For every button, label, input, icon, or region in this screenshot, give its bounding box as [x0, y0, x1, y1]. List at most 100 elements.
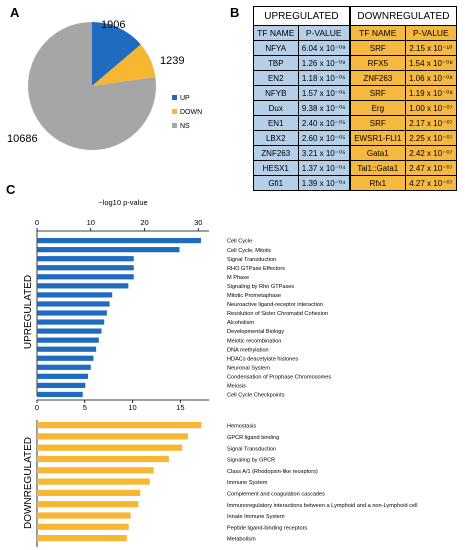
- bar: [37, 501, 139, 508]
- bar: [37, 355, 94, 361]
- bar-category-label: Neuroactive ligand-receptor interaction: [227, 302, 323, 308]
- legend-swatch-down: [172, 109, 177, 114]
- bar: [37, 238, 201, 244]
- legend-label: UP: [180, 95, 190, 102]
- bar: [37, 382, 86, 388]
- x-tick-label: 10: [87, 218, 95, 227]
- legend-swatch-up: [172, 95, 177, 100]
- down-tf-name: EWSR1-FLI1: [348, 130, 406, 146]
- bar: [37, 455, 169, 463]
- bar-category-label: Complement and coagulation cascades: [227, 492, 325, 498]
- tf-table: UPREGULATED DOWNREGULATED TF NAME P-VALU…: [252, 6, 458, 191]
- bar: [37, 422, 202, 429]
- bar: [37, 364, 91, 370]
- downregulated-group-label: DOWNREGULATED: [23, 437, 34, 529]
- panel-label-b: B: [230, 5, 240, 20]
- down-p-value: 1.06 x 10⁻⁰⁸: [404, 70, 458, 86]
- x-tick-label: 0: [35, 403, 39, 412]
- bar: [37, 391, 83, 398]
- x-tick-label: 10: [128, 403, 136, 412]
- up-tf-name: Gfi1: [253, 175, 299, 191]
- bar-category-label: Innate Immune System: [227, 514, 285, 520]
- pie-value-label: 10686: [7, 133, 38, 145]
- bar-category-label: Alcoholism: [227, 320, 254, 326]
- bar: [37, 373, 89, 379]
- bar-category-label: Signaling by Rho GTPases: [227, 284, 294, 290]
- down-p-value: 2.47 x 10⁻⁰⁷: [404, 160, 458, 176]
- down-tf-name: Gata1: [348, 145, 406, 161]
- table-row: Dux 9.38 x 10⁻⁰⁶ Erg 1.00 x 10⁻⁰⁷: [253, 100, 458, 116]
- bar: [37, 489, 141, 496]
- bar: [37, 283, 129, 289]
- bar-category-label: Neuronal System: [227, 365, 270, 371]
- table-row: EN2 1.18 x 10⁻⁰⁶ ZNF263 1.06 x 10⁻⁰⁸: [253, 70, 458, 86]
- bar: [37, 328, 102, 334]
- bar: [37, 444, 183, 451]
- bar-category-label: HDACs deacetylate histones: [227, 356, 298, 362]
- panel-label-a: A: [10, 5, 20, 20]
- bar: [37, 337, 99, 343]
- bar-category-label: Immune System: [227, 480, 268, 486]
- down-p-value: 2.17 x 10⁻⁰⁷: [404, 115, 458, 131]
- bar: [37, 478, 150, 485]
- bar: [37, 346, 97, 352]
- bar-category-label: Meiotic recombination: [227, 338, 281, 344]
- down-tf-name: Tal1::Gata1: [348, 160, 406, 176]
- bar-category-label: Condensation of Prophase Chromosomes: [227, 374, 331, 380]
- bar-category-label: M Phase: [227, 275, 249, 281]
- down-p-value: 2.25 x 10⁻⁰⁷: [404, 130, 458, 146]
- down-p-value: 1.00 x 10⁻⁰⁷: [404, 100, 458, 116]
- bar-category-label: Immunoregulatory interactions between a …: [227, 503, 418, 509]
- bar-category-label: Signal Transduction: [227, 257, 276, 263]
- x-tick-label: 5: [83, 403, 87, 412]
- bar-category-label: DNA methylation: [227, 347, 269, 353]
- table-row: LBX2 2.60 x 10⁻⁰⁵ EWSR1-FLI1 2.25 x 10⁻⁰⁷: [253, 130, 458, 146]
- bar: [37, 301, 110, 307]
- bar: [37, 319, 105, 325]
- up-p-value: 1.26 x 10⁻⁰⁹: [297, 55, 351, 71]
- down-col-p: P-VALUE: [404, 25, 458, 41]
- up-tf-name: ZNF263: [253, 145, 299, 161]
- bar-category-label: Meiosis: [227, 384, 246, 390]
- upregulated-group-label: UPREGULATED: [23, 275, 34, 349]
- pie-slice-ns: [27, 22, 156, 150]
- table-row: EN1 2.40 x 10⁻⁰⁵ SRF 2.17 x 10⁻⁰⁷: [253, 115, 458, 131]
- bar: [37, 523, 129, 530]
- bar-category-label: Cell Cycle: [227, 239, 252, 245]
- down-tf-name: SRF: [348, 40, 406, 56]
- table-row: Gfi1 1.39 x 10⁻⁰⁴ Rfx1 4.27 x 10⁻⁰⁷: [253, 175, 458, 191]
- bar: [37, 310, 107, 316]
- bar-category-label: Hemostasis: [227, 424, 256, 430]
- down-p-value: 4.27 x 10⁻⁰⁷: [404, 175, 458, 191]
- bar: [37, 265, 134, 271]
- pie-slice-up: [92, 22, 141, 86]
- legend-label: NS: [180, 123, 190, 130]
- down-tf-name: ZNF263: [348, 70, 406, 86]
- bar-category-label: Developmental Biology: [227, 329, 284, 335]
- up-p-value: 1.39 x 10⁻⁰⁴: [297, 175, 351, 191]
- up-p-value: 1.18 x 10⁻⁰⁶: [297, 70, 351, 86]
- pie-value-label: 1239: [160, 55, 184, 67]
- bar: [37, 512, 131, 519]
- bar-category-label: Metabolism: [227, 537, 256, 543]
- x-tick-label: 30: [194, 218, 202, 227]
- bar-category-label: Resolution of Sister Chromatid Cohesion: [227, 311, 328, 317]
- pie-chart: 1906 1239 10686 UP DOWN NS: [7, 19, 202, 150]
- down-tf-name: Rfx1: [348, 175, 406, 191]
- bar-category-label: GPCR ligand binding: [227, 435, 279, 441]
- bar-category-label: Mitotic Prometaphase: [227, 293, 281, 299]
- up-p-value: 3.21 x 10⁻⁰⁵: [297, 145, 351, 161]
- up-tf-name: Dux: [253, 100, 299, 116]
- down-tf-name: SRF: [348, 85, 406, 101]
- pie-slice-down: [92, 44, 156, 86]
- down-p-value: 1.54 x 10⁻⁰⁸: [404, 55, 458, 71]
- x-tick-label: 0: [35, 218, 39, 227]
- legend-label: DOWN: [180, 109, 202, 116]
- down-table-title: DOWNREGULATED: [348, 6, 457, 26]
- up-tf-name: NFYA: [253, 40, 299, 56]
- x-tick-label: 15: [176, 403, 184, 412]
- pie-value-label: 1906: [101, 19, 125, 31]
- bar: [37, 274, 134, 280]
- bar-category-label: Signaling by GPCR: [227, 458, 275, 464]
